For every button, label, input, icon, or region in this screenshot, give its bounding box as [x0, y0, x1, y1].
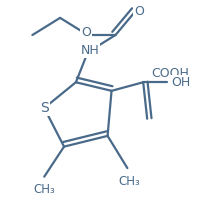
Text: COOH: COOH — [151, 67, 189, 80]
Text: CH₃: CH₃ — [118, 175, 140, 187]
Text: OH: OH — [171, 76, 190, 89]
Text: CH₃: CH₃ — [33, 183, 55, 196]
Text: O: O — [134, 5, 144, 18]
Text: O: O — [81, 26, 91, 39]
Text: NH: NH — [80, 44, 99, 57]
Text: S: S — [40, 101, 49, 115]
